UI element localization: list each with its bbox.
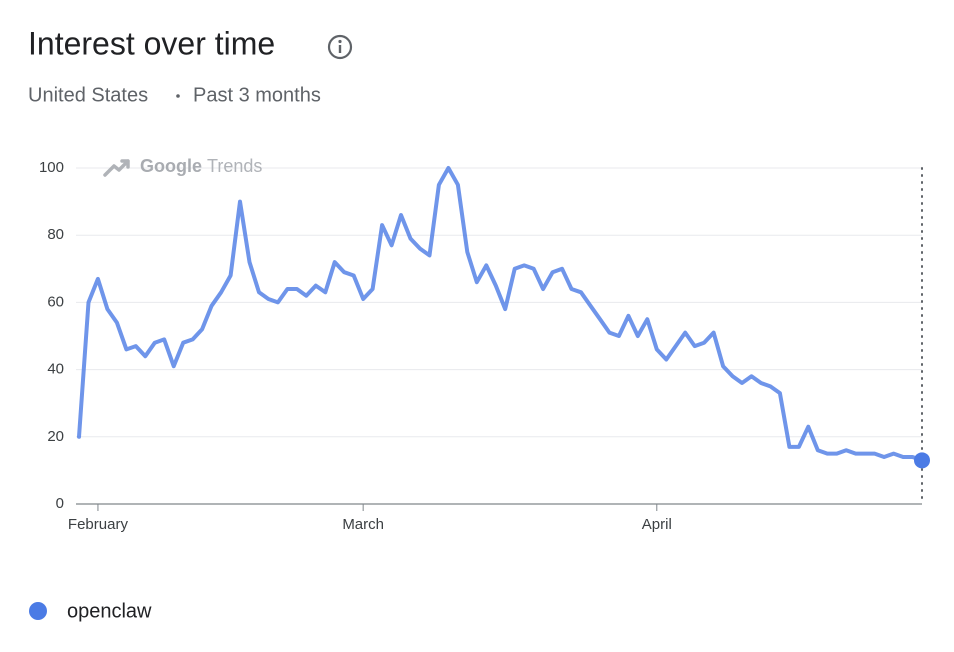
y-tick-label: 100 (39, 159, 64, 176)
legend: openclaw (29, 600, 152, 622)
y-tick-label: 60 (47, 293, 64, 310)
y-tick-label: 40 (47, 361, 64, 378)
info-icon[interactable] (327, 34, 353, 60)
y-tick-label: 80 (47, 226, 64, 243)
chart-title: Interest over time (28, 25, 275, 61)
x-tick-label: March (342, 516, 384, 533)
y-tick-label: 20 (47, 428, 64, 445)
x-tick-label: February (68, 516, 129, 533)
watermark-product: Trends (207, 156, 262, 176)
watermark-brand: Google (140, 156, 202, 176)
trend-line (77, 166, 924, 463)
end-point (914, 452, 930, 469)
period: Past 3 months (193, 84, 321, 106)
separator (176, 94, 180, 98)
watermark: Google Trends (140, 156, 262, 176)
region: United States (28, 84, 148, 106)
plot: 0 20 40 60 80 100 Google Trends February March Apr… (39, 156, 930, 533)
y-tick-label: 0 (56, 495, 64, 512)
x-tick-label: April (642, 516, 672, 533)
legend-marker (29, 602, 47, 620)
watermark-icon (103, 159, 130, 177)
legend-label: openclaw (67, 600, 152, 622)
